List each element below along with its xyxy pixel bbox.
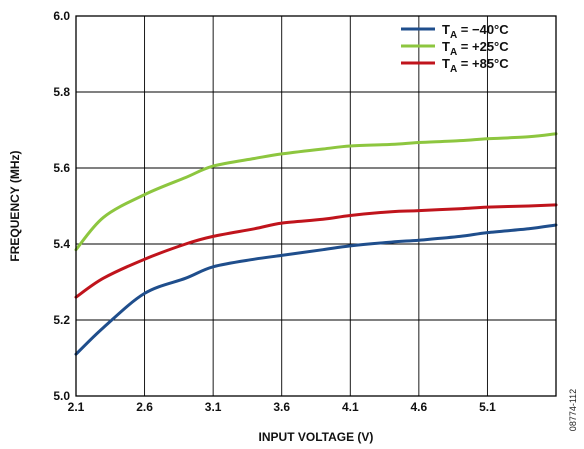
series-line-3 bbox=[74, 203, 558, 299]
y-tick-label: 5.0 bbox=[53, 389, 70, 403]
series-line-1 bbox=[74, 223, 558, 356]
x-tick-label: 4.1 bbox=[342, 400, 359, 414]
x-tick-label: 3.1 bbox=[205, 400, 222, 414]
tick-labels: 2.1 2.6 3.1 3.6 4.1 4.6 5.1 5.0 5.2 5.4 5.6 5.8 6.0 bbox=[53, 9, 496, 414]
x-tick-label: 4.6 bbox=[411, 400, 428, 414]
y-axis-title: FREQUENCY (MHz) bbox=[8, 150, 22, 261]
y-tick-label: 6.0 bbox=[53, 9, 70, 23]
x-tick-label: 2.1 bbox=[68, 400, 85, 414]
y-tick-label: 5.8 bbox=[53, 85, 70, 99]
legend-entry-2: TA = +25°C bbox=[442, 39, 509, 58]
y-tick-label: 5.6 bbox=[53, 161, 70, 175]
x-tick-label: 3.6 bbox=[273, 400, 290, 414]
x-tick-label: 5.1 bbox=[479, 400, 496, 414]
legend-entry-1: TA = −40°C bbox=[442, 22, 509, 41]
legend-entry-3: TA = +85°C bbox=[442, 56, 509, 75]
y-tick-label: 5.4 bbox=[53, 237, 70, 251]
series-lines bbox=[74, 132, 558, 356]
series-line-2 bbox=[74, 132, 558, 252]
figure-id: 08774-112 bbox=[568, 389, 578, 431]
plot-frame bbox=[75, 15, 557, 397]
legend: TA = −40°CTA = +25°CTA = +85°C bbox=[401, 22, 509, 75]
x-axis-title: INPUT VOLTAGE (V) bbox=[259, 430, 374, 444]
y-tick-label: 5.2 bbox=[53, 313, 70, 327]
x-tick-label: 2.6 bbox=[136, 400, 153, 414]
